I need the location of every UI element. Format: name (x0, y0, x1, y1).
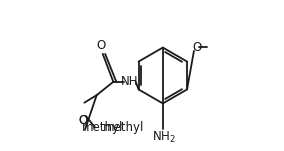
Text: NH$_2$: NH$_2$ (153, 130, 176, 145)
Text: NH: NH (121, 75, 138, 88)
Text: O: O (78, 114, 88, 127)
Text: O: O (192, 41, 201, 54)
Text: O: O (78, 114, 88, 127)
Text: methyl: methyl (103, 121, 144, 134)
Text: methyl: methyl (82, 121, 124, 134)
Text: O: O (96, 39, 106, 52)
